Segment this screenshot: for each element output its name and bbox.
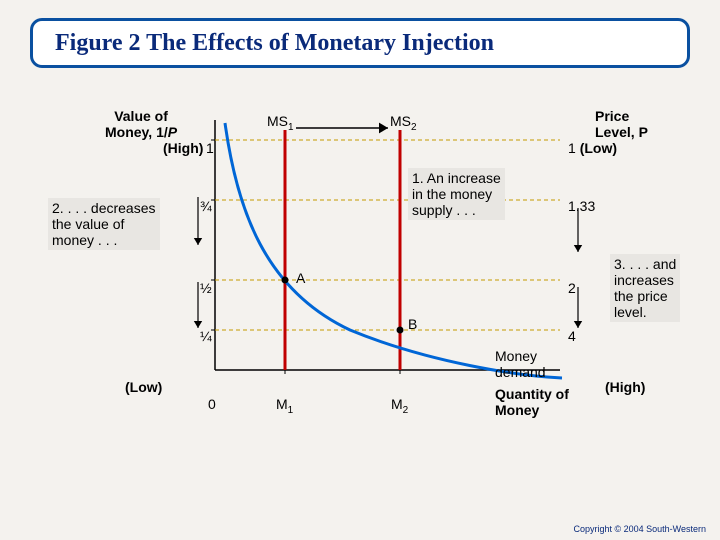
right-axis-title-l2: Level, P <box>595 124 648 140</box>
right-tick-2: 2 <box>568 280 576 296</box>
x-m2: M2 <box>391 396 408 416</box>
left-axis-title: Value of Money, 1/P <box>105 108 177 140</box>
callout-increase-supply: 1. An increase in the money supply . . . <box>408 168 505 220</box>
point-A-label: A <box>296 270 305 286</box>
left-high: (High) <box>163 140 203 156</box>
chart-area: Value of Money, 1/P Price Level, P MS1 M… <box>0 90 720 510</box>
left-axis-title-l1: Value of <box>105 108 177 124</box>
right-high: (High) <box>605 379 645 395</box>
right-axis-title-l1: Price <box>595 108 648 124</box>
right-tick-1: 1 (Low) <box>568 140 617 156</box>
right-tick-133: 1.33 <box>568 198 595 214</box>
title-band: Figure 2 The Effects of Monetary Injecti… <box>30 18 690 68</box>
callout-decreases-value: 2. . . . decreases the value of money . … <box>48 198 160 250</box>
slide: Figure 2 The Effects of Monetary Injecti… <box>0 0 720 540</box>
right-axis-title: Price Level, P <box>595 108 648 140</box>
right-tick-4: 4 <box>568 328 576 344</box>
x-m1: M1 <box>276 396 293 416</box>
ms2-label: MS2 <box>390 113 417 133</box>
callout-increases-price: 3. . . . and increases the price level. <box>610 254 680 322</box>
x-axis-label: Quantity of Money <box>495 386 569 418</box>
left-tick-12: ½ <box>200 280 212 296</box>
ms1-label: MS1 <box>267 113 294 133</box>
copyright-text: Copyright © 2004 South-Western <box>573 524 706 534</box>
left-axis-title-l2: Money, 1/P <box>105 124 177 140</box>
left-tick-14: ¼ <box>200 328 212 344</box>
origin-zero: 0 <box>208 396 216 412</box>
left-low: (Low) <box>125 379 162 395</box>
point-B-label: B <box>408 316 417 332</box>
left-tick-34: ¾ <box>200 198 212 214</box>
figure-title: Figure 2 The Effects of Monetary Injecti… <box>55 30 494 57</box>
left-tick-1: 1 <box>206 140 214 156</box>
money-demand-label: Money demand <box>495 348 546 380</box>
